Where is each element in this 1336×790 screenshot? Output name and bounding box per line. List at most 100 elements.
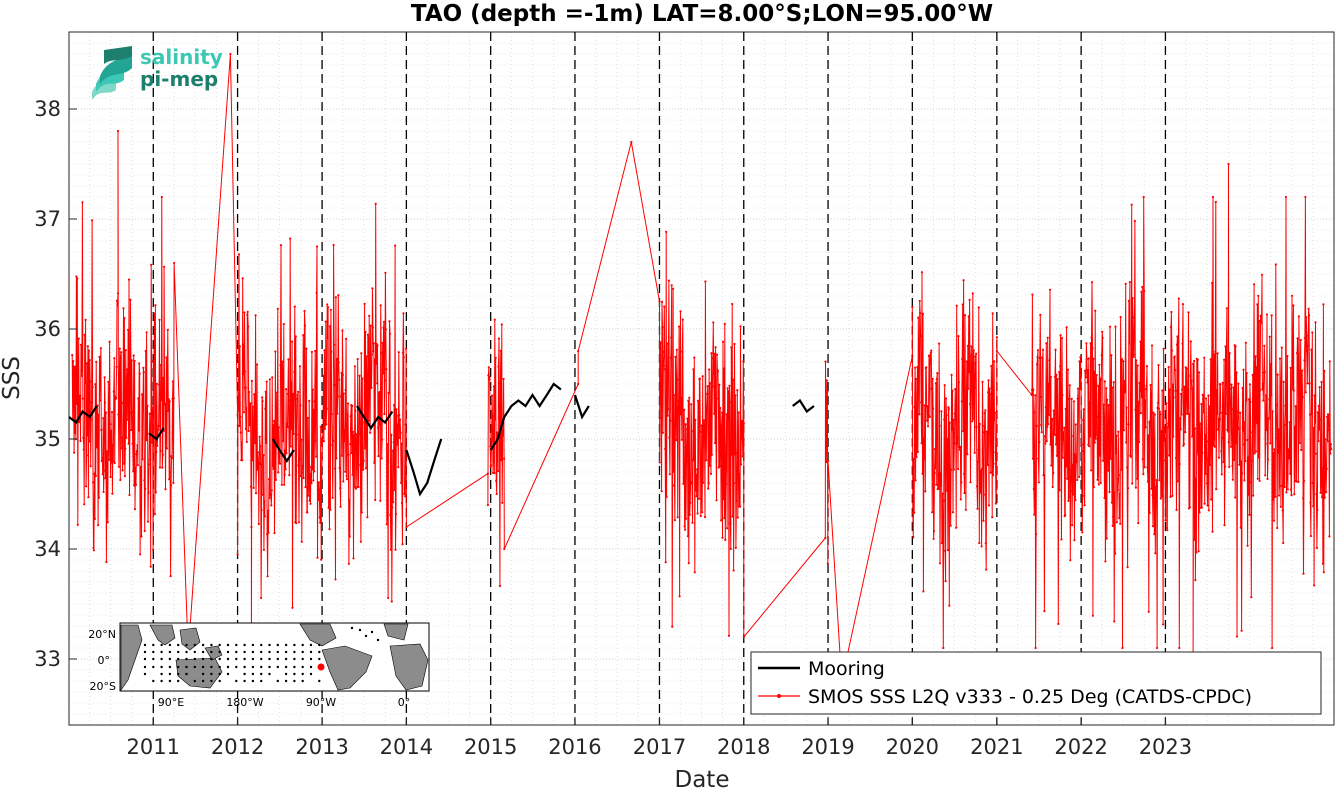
smos-point xyxy=(350,451,353,455)
smos-point xyxy=(916,450,920,453)
smos-point xyxy=(488,376,491,379)
smos-point xyxy=(720,424,723,427)
smos-point xyxy=(146,520,150,523)
smos-point xyxy=(694,418,697,421)
smos-point xyxy=(1300,448,1303,452)
smos-point xyxy=(1115,521,1118,524)
smos-point xyxy=(96,430,99,433)
smos-point xyxy=(1053,433,1056,436)
smos-point xyxy=(684,528,687,531)
smos-point xyxy=(1214,350,1217,353)
smos-point xyxy=(1101,336,1104,339)
smos-point xyxy=(919,335,922,338)
smos-point xyxy=(260,596,263,600)
smos-point xyxy=(939,472,942,475)
smos-point xyxy=(106,521,109,524)
smos-point xyxy=(1132,353,1136,356)
smos-point xyxy=(323,427,326,430)
smos-point xyxy=(1283,423,1287,426)
smos-point xyxy=(372,350,375,353)
smos-point xyxy=(730,453,733,456)
smos-point xyxy=(399,418,402,421)
smos-point xyxy=(1286,355,1289,358)
smos-point xyxy=(104,411,107,414)
smos-point xyxy=(941,522,944,526)
smos-point xyxy=(1085,358,1088,361)
smos-point xyxy=(296,393,299,397)
smos-point xyxy=(942,499,945,502)
smos-point xyxy=(388,332,392,335)
smos-point xyxy=(954,388,957,391)
smos-point xyxy=(346,402,350,405)
smos-point xyxy=(164,416,168,419)
smos-point xyxy=(379,304,382,307)
smos-point xyxy=(1230,383,1233,386)
smos-point xyxy=(1283,481,1286,484)
buoy-dot xyxy=(177,643,180,647)
smos-point xyxy=(1101,330,1104,333)
smos-point xyxy=(665,230,668,233)
x-tick-label: 2014 xyxy=(380,735,433,759)
smos-point xyxy=(1035,363,1039,366)
smos-point xyxy=(1034,394,1037,397)
smos-point xyxy=(264,390,267,393)
smos-point xyxy=(1176,335,1179,338)
smos-point xyxy=(717,397,720,400)
smos-point xyxy=(133,508,137,511)
smos-point xyxy=(1203,502,1206,505)
smos-point xyxy=(1126,566,1129,569)
smos-point xyxy=(386,443,389,446)
smos-point xyxy=(321,436,324,439)
smos-point xyxy=(977,448,980,451)
smos-point xyxy=(258,461,261,465)
smos-point xyxy=(159,449,162,453)
smos-point xyxy=(334,578,337,581)
smos-point xyxy=(1292,304,1295,307)
smos-point xyxy=(1077,387,1080,390)
smos-point xyxy=(1181,342,1184,345)
smos-point xyxy=(727,634,731,637)
smos-point xyxy=(1108,447,1111,450)
smos-point xyxy=(972,349,975,352)
smos-point xyxy=(1235,371,1238,374)
smos-point xyxy=(740,419,744,422)
smos-point xyxy=(674,355,677,358)
smos-point xyxy=(926,405,929,408)
smos-point xyxy=(1120,371,1123,374)
smos-point xyxy=(926,419,929,422)
smos-point xyxy=(1296,352,1299,355)
smos-point xyxy=(109,429,113,432)
logo-text-salinity: salinity xyxy=(140,45,223,69)
buoy-dot xyxy=(350,626,354,630)
smos-point xyxy=(1210,394,1213,397)
smos-point xyxy=(363,302,366,305)
smos-point xyxy=(1205,397,1208,400)
smos-point xyxy=(1098,363,1101,366)
smos-point xyxy=(1311,481,1314,485)
smos-point xyxy=(73,451,76,454)
smos-point xyxy=(719,406,722,410)
smos-point xyxy=(1172,435,1175,438)
smos-point xyxy=(169,471,172,474)
smos-point xyxy=(1058,489,1061,492)
smos-point xyxy=(1132,355,1135,358)
smos-point xyxy=(240,441,243,444)
smos-point xyxy=(1309,501,1312,504)
smos-point xyxy=(1307,344,1310,347)
smos-point xyxy=(501,501,504,504)
smos-point xyxy=(341,373,344,376)
smos-point xyxy=(250,525,253,529)
smos-point xyxy=(712,321,715,324)
smos-point xyxy=(1297,480,1300,483)
smos-point xyxy=(1073,453,1076,456)
smos-point xyxy=(1205,482,1209,485)
smos-point xyxy=(824,536,827,540)
smos-point xyxy=(739,505,742,508)
smos-point xyxy=(916,365,919,369)
smos-point xyxy=(93,472,96,475)
smos-point xyxy=(292,432,295,435)
smos-point xyxy=(697,497,701,500)
smos-point xyxy=(1259,389,1262,392)
smos-point xyxy=(932,537,935,540)
smos-point xyxy=(328,325,331,328)
